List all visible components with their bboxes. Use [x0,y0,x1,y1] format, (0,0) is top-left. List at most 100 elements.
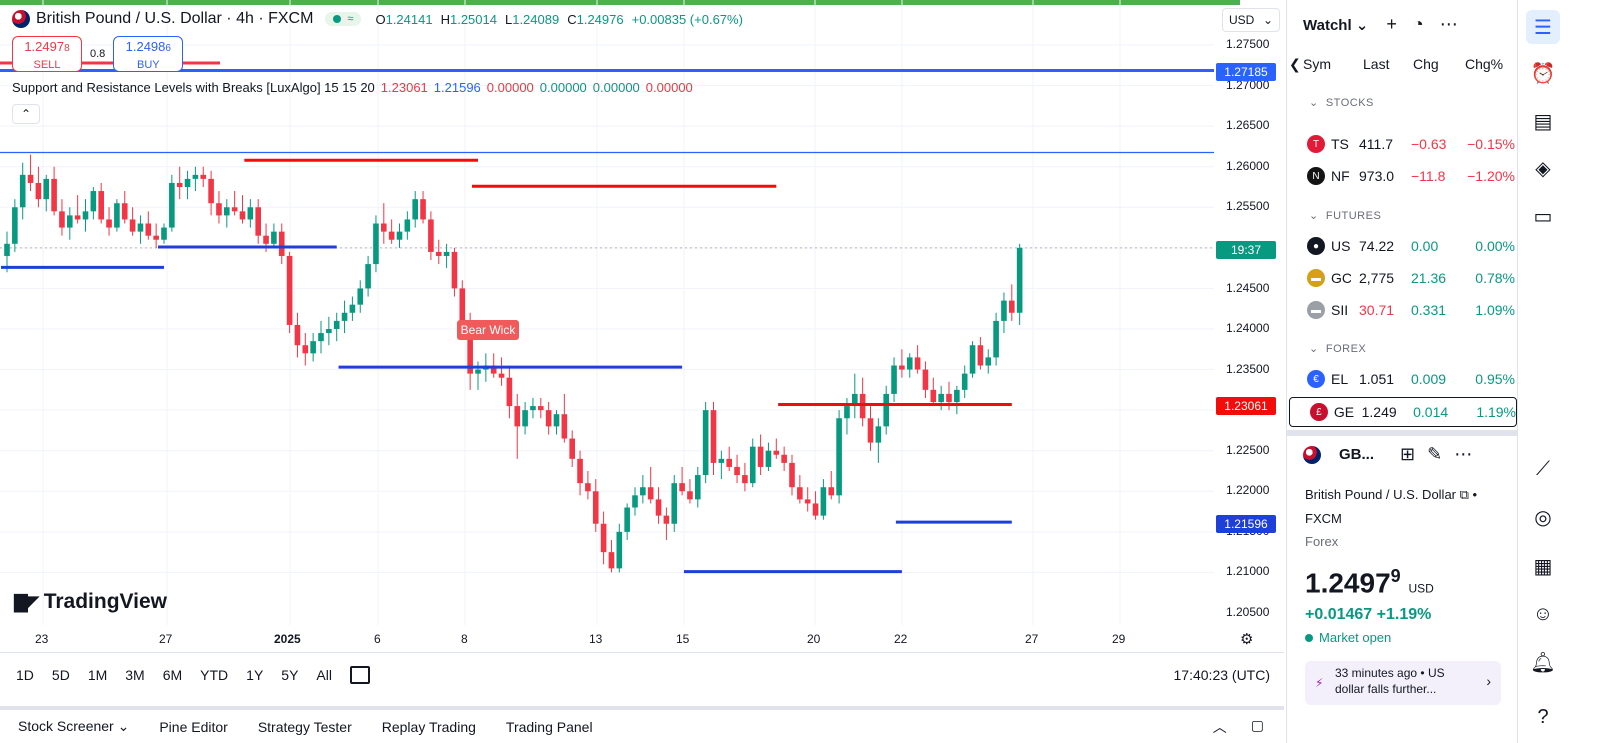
watchlist-symbol: US [1331,238,1351,254]
range-all-button[interactable]: All [316,666,332,683]
detail-name[interactable]: British Pound / U.S. Dollar [1305,487,1457,502]
range-ytd-button[interactable]: YTD [200,666,229,683]
watchlist-row[interactable]: N NF 973.0 −11.8 −1.20% [1287,161,1517,191]
chart-area[interactable]: Bear Wick British Pound / U.S. Dollar · … [0,0,1308,706]
watchlist-row[interactable]: € EL 1.051 0.009 0.95% [1287,364,1517,394]
tab-trading-panel[interactable]: Trading Panel [505,718,593,735]
chat-icon[interactable]: ▭ [1533,205,1553,228]
candle-body [977,345,984,366]
collapse-legend-button[interactable]: ⌃ [12,104,40,124]
more-options-icon[interactable]: ⋯ [1454,444,1473,464]
range-1m-button[interactable]: 1M [87,666,108,683]
candle-body [373,223,379,265]
chevron-up-icon[interactable]: ︿ [1212,718,1227,735]
sell-button[interactable]: 1.24978 SELL [12,36,82,72]
news-card[interactable]: ⚡ 33 minutes ago • US dollar falls furth… [1305,661,1501,705]
tab-replay-trading[interactable]: Replay Trading [381,718,476,735]
symbol-title[interactable]: British Pound / U.S. Dollar · 4h · FXCM [36,10,314,27]
watchlist-chg-percent: −1.20% [1467,168,1515,184]
notes-list-icon[interactable]: ▤ [1533,110,1553,133]
watchlist-row[interactable]: £ GE 1.249 0.014 1.19% [1289,397,1517,427]
utc-clock[interactable]: 17:40:23 (UTC) [1173,666,1270,683]
watchlist-chg-percent: 1.19% [1476,404,1517,420]
tradingview-logo: ▇◤ TradingView [14,590,167,614]
panel-divider[interactable] [1287,430,1517,436]
layers-icon[interactable]: ◈ [1535,157,1551,180]
candle-body [443,251,450,256]
watchlist-last: 1.051 [1359,371,1395,387]
watchlist-row[interactable]: T TS 411.7 −0.63 −0.15% [1287,129,1517,159]
tab-stock-screener[interactable]: Stock Screener ⌄ [18,718,129,735]
indicator-name[interactable]: Support and Resistance Levels with Break… [12,80,375,95]
watchlist-last: 973.0 [1359,168,1395,184]
market-status-pill[interactable]: ≈ [325,12,362,26]
col-chg[interactable]: Chg [1413,56,1439,72]
candle-body [592,491,599,524]
chart-settings-gear-icon[interactable]: ⚙ [1240,631,1254,648]
candle-body [695,475,701,500]
candle-body [1001,300,1007,321]
candle-body [993,320,999,358]
indicator-legend[interactable]: Support and Resistance Levels with Break… [12,80,693,95]
edit-icon[interactable]: ✎ [1427,444,1443,464]
candle-body [804,499,811,504]
session-bar [0,0,1240,5]
col-chg-percent[interactable]: Chg% [1465,56,1504,72]
price-axis-label: 1.25500 [1226,199,1270,213]
collapse-icon[interactable]: ❮ [1289,56,1301,72]
detail-symbol-short[interactable]: GB... [1339,446,1375,463]
watchlist-row[interactable]: ▬ GC 2,775 21.36 0.78% [1287,263,1517,293]
candle-body [467,320,473,374]
currency-select[interactable]: USD ⌄ [1222,8,1280,32]
help-icon[interactable]: ? [1537,705,1549,728]
tab-pine-editor[interactable]: Pine Editor [159,718,228,735]
candle-body [318,333,324,342]
candle-body [749,446,756,484]
alarm-clock-icon[interactable]: ⏰ [1530,62,1556,85]
section-stocks[interactable]: ⌄ STOCKS [1309,97,1374,109]
range-5y-button[interactable]: 5Y [281,666,299,683]
range-1d-button[interactable]: 1D [16,666,34,683]
time-axis-label: 2025 [274,632,301,646]
trend-line-icon[interactable]: ⟋ [1536,457,1550,480]
goto-date-icon[interactable] [349,665,370,684]
price-axis-label: 1.20500 [1226,605,1270,619]
pie-chart-icon[interactable]: ◔ [1412,14,1424,34]
tab-strategy-tester[interactable]: Strategy Tester [257,718,352,735]
price-chart[interactable]: Bear Wick [0,0,1284,652]
watchlist-row[interactable]: ● US 74.22 0.00 0.00% [1287,231,1517,261]
community-icon[interactable]: ☺ [1532,602,1554,625]
time-axis-label: 13 [589,632,603,646]
price-tag-horizontal-line: 1.27185 [1216,63,1276,81]
watchlist-row[interactable]: ▬ SII 30.71 0.331 1.09% [1287,295,1517,325]
calendar-icon[interactable]: ▦ [1533,555,1553,578]
maximize-icon[interactable]: ▢ [1250,716,1264,733]
target-icon[interactable]: ◎ [1534,506,1552,529]
buy-button[interactable]: 1.24986 BUY [113,36,184,72]
candle-body [875,426,882,443]
candle-body [820,487,827,516]
watchlist-title[interactable]: Watchl ⌄ [1303,16,1369,34]
range-6m-button[interactable]: 6M [162,666,183,683]
candle-body [938,393,944,403]
chevron-down-icon: ⌄ [1262,13,1273,27]
range-3m-button[interactable]: 3M [125,666,145,683]
section-forex[interactable]: ⌄ FOREX [1309,343,1367,355]
more-options-icon[interactable]: ⋯ [1439,14,1458,34]
range-5d-button[interactable]: 5D [51,666,70,683]
external-link-icon[interactable]: ⧉ [1459,487,1469,502]
candle-body [687,491,693,500]
col-last[interactable]: Last [1363,56,1390,72]
grid-icon[interactable]: ⊞ [1400,444,1416,464]
col-symbol[interactable]: Sym [1303,56,1331,72]
range-1y-button[interactable]: 1Y [246,666,264,683]
add-symbol-icon[interactable]: + [1386,14,1397,34]
section-futures[interactable]: ⌄ FUTURES [1309,210,1382,222]
indicator-value-4: 0.00000 [539,80,587,95]
candle-body [891,365,897,394]
watchlist-icon[interactable]: ☰ [1526,10,1560,44]
candle-body [985,357,992,366]
candle-body [726,458,732,467]
detail-currency: USD [1408,581,1434,596]
notification-bell-icon[interactable]: 🔔︎ [1530,651,1556,674]
